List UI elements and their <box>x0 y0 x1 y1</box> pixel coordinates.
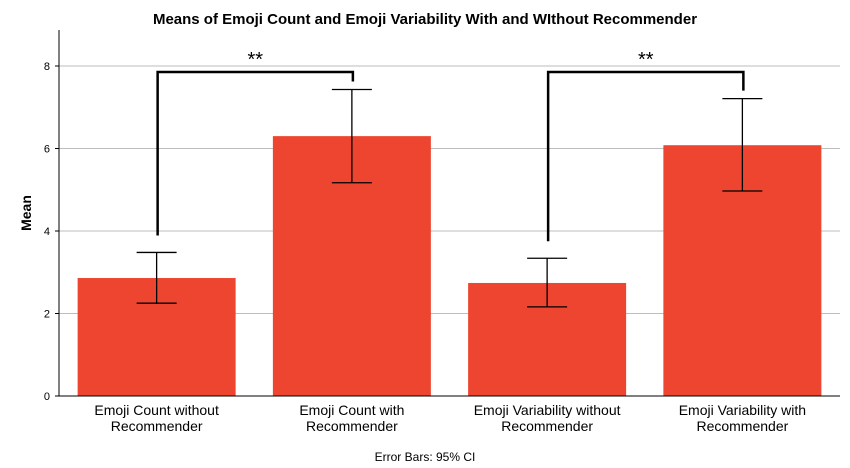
significance-brackets: ** ** <box>156 49 745 242</box>
axes <box>55 30 840 397</box>
y-axis-label: Mean <box>18 195 34 231</box>
y-tick-label: 8 <box>44 61 50 73</box>
significance-label: ** <box>638 49 654 71</box>
x-category-label: Recommender <box>306 418 398 434</box>
x-category-label: Emoji Variability without <box>474 402 621 418</box>
significance-bracket <box>546 70 745 242</box>
bars <box>77 136 822 396</box>
chart-title: Means of Emoji Count and Emoji Variabili… <box>153 11 697 28</box>
x-category-label: Recommender <box>501 418 593 434</box>
error-bars-note: Error Bars: 95% CI <box>375 450 476 464</box>
y-tick-label: 6 <box>44 144 50 156</box>
x-category-label: Emoji Count with <box>299 402 404 418</box>
error-bars <box>136 88 763 308</box>
x-category-label: Recommender <box>696 418 788 434</box>
y-tick-labels: 0 2 4 6 8 <box>44 61 50 403</box>
y-tick-label: 2 <box>44 309 50 321</box>
significance-label: ** <box>247 49 263 71</box>
x-category-label: Emoji Count without <box>94 402 219 418</box>
x-category-label: Recommender <box>111 418 203 434</box>
x-category-label: Emoji Variability with <box>679 402 806 418</box>
y-tick-label: 0 <box>44 391 50 403</box>
y-tick-label: 4 <box>44 226 50 238</box>
significance-bracket <box>156 70 355 236</box>
